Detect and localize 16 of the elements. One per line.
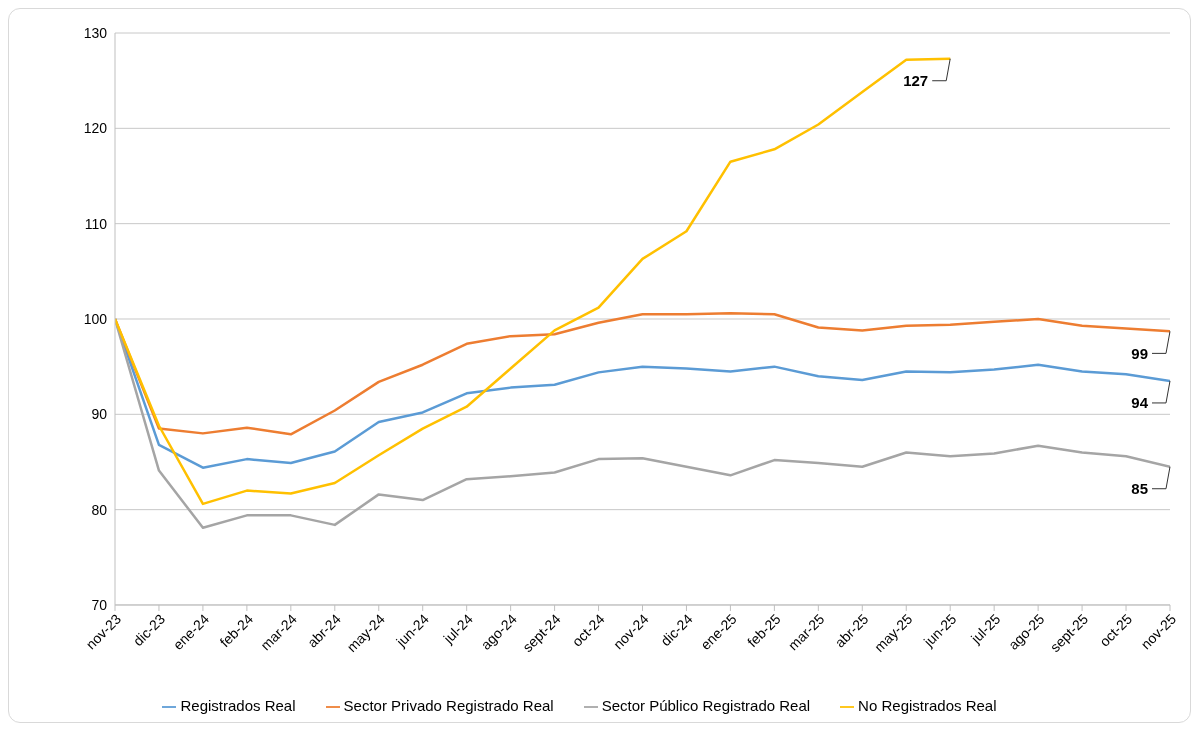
legend-label: Registrados Real [180, 696, 296, 714]
y-tick-label: 130 [83, 24, 108, 41]
y-tick-label: 90 [91, 406, 108, 423]
annotation: 85 [1131, 479, 1148, 497]
line-series [115, 57, 952, 506]
annotation: 99 [1131, 344, 1148, 362]
legend-label: Sector Público Registrado Real [601, 696, 811, 714]
annotation: 127 [903, 71, 929, 89]
y-tick-label: 120 [83, 120, 108, 137]
y-tick-label: 70 [91, 596, 108, 613]
annotation: 94 [1131, 394, 1149, 412]
y-tick-label: 110 [84, 215, 108, 232]
y-tick-label: 100 [83, 310, 108, 327]
legend-label: Sector Privado Registrado Real [343, 696, 554, 714]
legend-label: No Registrados Real [858, 696, 997, 714]
y-tick-label: 80 [91, 501, 108, 518]
